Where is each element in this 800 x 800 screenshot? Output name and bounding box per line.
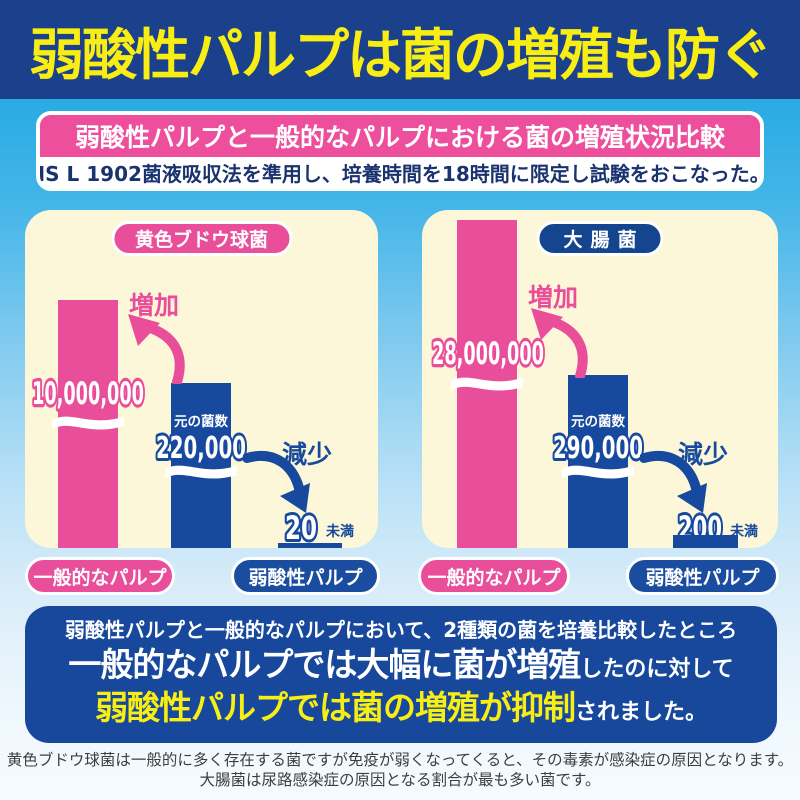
- comparison-heading-box: 弱酸性パルプと一般的なパルプにおける菌の増殖状況比較 JIS L 1902菌液吸…: [36, 111, 764, 191]
- bar-break-wave: [451, 377, 523, 391]
- category-pill-general-pulp: 一般的なパルプ: [25, 557, 175, 595]
- chart-panel-ecoli: 大腸菌 28,000,000 元の菌数 290,000 増加 減少 200 未満: [422, 210, 778, 548]
- bacteria-name: 大腸菌: [563, 229, 645, 251]
- svg-text:290,000: 290,000: [553, 431, 643, 464]
- increase-label: 増加: [528, 283, 579, 312]
- less-than-suffix: 未満: [326, 524, 354, 540]
- result-value-group: 20 未満: [278, 508, 354, 544]
- svg-text:28,000,000: 28,000,000: [432, 336, 544, 372]
- result-value: 20: [282, 508, 320, 544]
- footnote-1: 黄色ブドウ球菌は一般的に多く存在する菌ですが免疫が弱くなってくると、その毒素が感…: [6, 751, 794, 769]
- category-pill-weak-acid-pulp: 弱酸性パルプ: [231, 557, 380, 595]
- test-method-note: JIS L 1902菌液吸収法を準用し、培養時間を18時間に限定し試験をおこなっ…: [40, 157, 760, 187]
- original-count-label: 元の菌数: [174, 414, 228, 430]
- bar-break-wave: [165, 465, 237, 479]
- svg-text:20: 20: [285, 509, 317, 544]
- summary-line-2-strong: 一般的なパルプでは大幅に菌が増殖: [68, 645, 581, 684]
- bar-break-wave: [562, 465, 634, 479]
- svg-text:220,000: 220,000: [156, 431, 246, 464]
- bar-break-wave: [52, 416, 124, 430]
- summary-line-3-strong: 弱酸性パルプでは菌の増殖が抑制: [94, 687, 576, 727]
- increase-label: 増加: [129, 291, 180, 320]
- decrease-arrow-icon: [243, 451, 310, 513]
- summary-line-2-rest: したのに対して: [580, 657, 734, 682]
- summary-line-3: 弱酸性パルプでは菌の増殖が抑制されました。: [25, 687, 777, 730]
- chart-panel-staphylococcus: 黄色ブドウ球菌 10,000,000 元の菌数 220,000 増加 減少 20…: [25, 210, 378, 548]
- general-bar-value: 10,000,000: [29, 373, 148, 412]
- bacteria-name: 黄色ブドウ球菌: [134, 229, 269, 251]
- footnote-2: 大腸菌は尿路感染症の原因となる割合が最も多い菌です。: [199, 771, 601, 790]
- decrease-arrow-icon: [640, 451, 707, 513]
- category-pill-weak-acid-pulp: 弱酸性パルプ: [626, 557, 779, 595]
- result-stub-bar: [673, 535, 738, 548]
- comparison-heading: 弱酸性パルプと一般的なパルプにおける菌の増殖状況比較: [40, 115, 760, 157]
- bacteria-name-pill: 黄色ブドウ球菌: [110, 221, 293, 256]
- increase-arrow-icon: [531, 308, 588, 378]
- weak-acid-pulp-bar: [171, 383, 231, 548]
- header-banner: 弱酸性パルプは菌の増殖も防ぐ: [0, 0, 800, 99]
- result-stub-bar: [278, 543, 342, 548]
- original-count-value: 220,000: [153, 428, 249, 464]
- original-count-label: 元の菌数: [571, 414, 625, 430]
- main-title: 弱酸性パルプは菌の増殖も防ぐ: [28, 22, 773, 87]
- weak-acid-pulp-bar: [568, 375, 628, 548]
- summary-line-3-rest: されました。: [574, 699, 707, 725]
- original-count-value: 290,000: [550, 428, 646, 464]
- bacteria-name-pill: 大腸菌: [536, 221, 664, 256]
- summary-panel: 弱酸性パルプと一般的なパルプにおいて、2種類の菌を培養比較したところ 一般的なパ…: [25, 606, 777, 743]
- footnotes: 黄色ブドウ球菌は一般的に多く存在する菌ですが免疫が弱くなってくると、その毒素が感…: [0, 750, 800, 791]
- increase-arrow-icon: [128, 314, 185, 384]
- summary-line-1: 弱酸性パルプと一般的なパルプにおいて、2種類の菌を培養比較したところ: [64, 618, 738, 642]
- svg-text:10,000,000: 10,000,000: [32, 376, 144, 412]
- summary-line-2: 一般的なパルプでは大幅に菌が増殖したのに対して: [25, 644, 777, 687]
- general-bar-value: 28,000,000: [429, 333, 548, 372]
- category-pill-general-pulp: 一般的なパルプ: [418, 557, 570, 595]
